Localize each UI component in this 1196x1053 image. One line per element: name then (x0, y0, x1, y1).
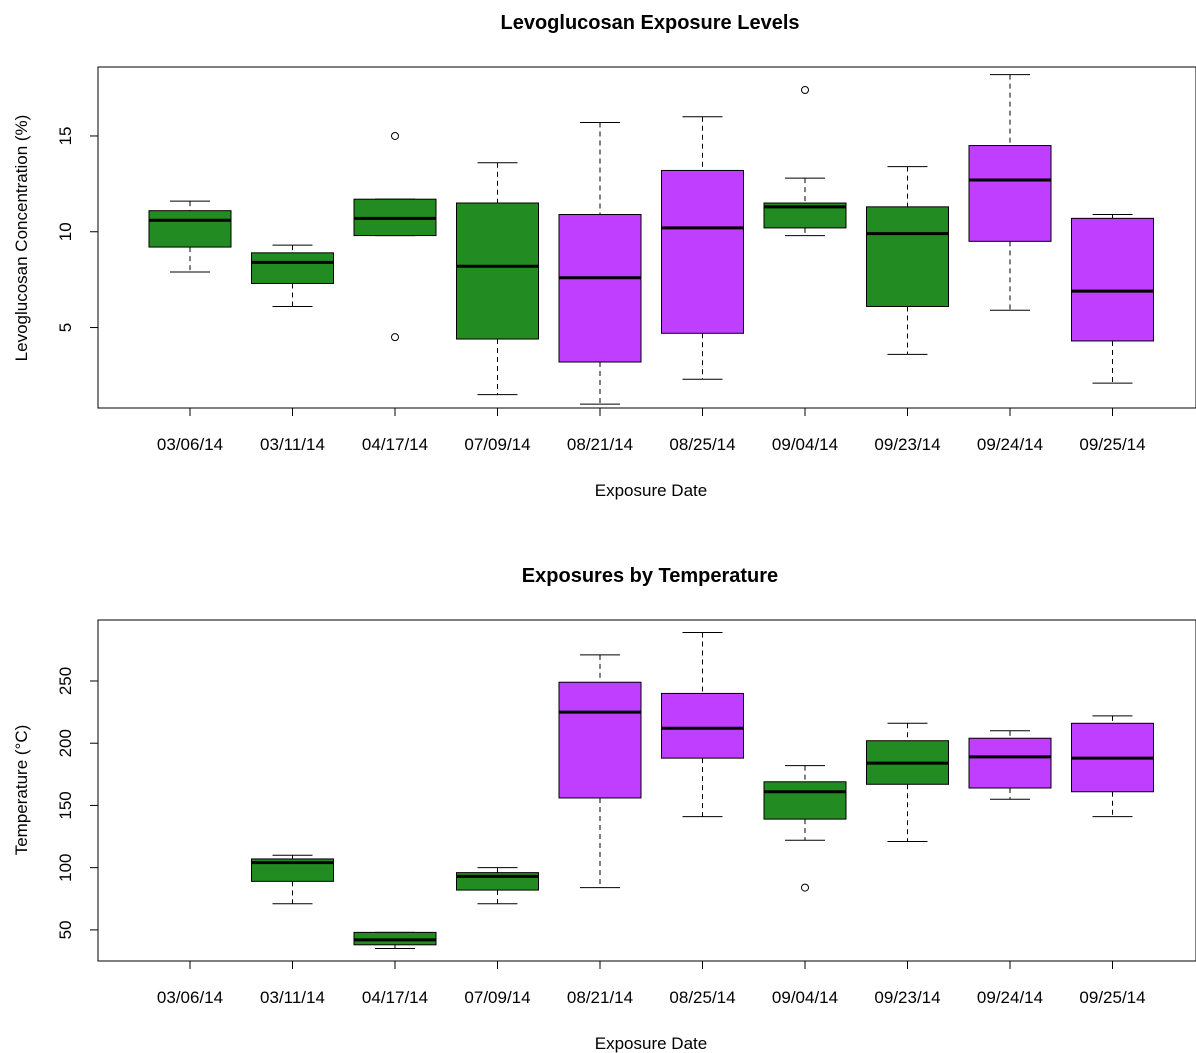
iqr-box (1071, 217, 1154, 342)
x-tick-label: 08/25/14 (669, 435, 735, 454)
outlier-point (391, 333, 399, 342)
box-09-23-14 (866, 722, 949, 843)
box-09-04-14 (763, 85, 847, 237)
iqr-box (968, 145, 1052, 242)
outlier-point (801, 85, 809, 94)
y-axis: 5 10 15 (56, 127, 99, 332)
x-tick-label: 03/11/14 (260, 988, 325, 1007)
plot-frame (97, 619, 1196, 962)
box-07-09-14 (456, 162, 539, 396)
x-tick-label: 09/04/14 (772, 435, 838, 454)
chart-title: Exposures by Temperature (522, 565, 778, 587)
iqr-box (251, 858, 334, 882)
x-axis-label: Exposure Date (595, 1034, 707, 1053)
iqr-box (661, 692, 744, 759)
box-07-09-14 (456, 867, 539, 905)
x-axis: 03/06/14 03/11/14 04/17/14 07/09/14 08/21/14… (157, 960, 1146, 1007)
outlier-point (801, 883, 809, 892)
x-tick-label: 07/09/14 (464, 988, 530, 1007)
box-08-21-14 (558, 122, 642, 405)
chart-title: Levoglucosan Exposure Levels (501, 12, 800, 34)
x-tick-label: 09/24/14 (977, 435, 1043, 454)
y-tick-label: 200 (56, 729, 75, 757)
x-tick-label: 09/23/14 (874, 988, 940, 1007)
box-04-17-14 (353, 931, 437, 950)
box-04-17-14 (353, 131, 437, 342)
box-09-23-14 (866, 166, 949, 355)
x-tick-label: 03/11/14 (260, 435, 325, 454)
iqr-box (148, 210, 232, 248)
box-09-25-14 (1071, 214, 1154, 384)
iqr-box (763, 781, 847, 820)
y-tick-label: 150 (56, 791, 75, 819)
iqr-box (661, 169, 744, 334)
y-tick-label: 15 (56, 127, 75, 146)
box-03-11-14 (251, 854, 334, 905)
x-tick-label: 09/24/14 (977, 988, 1043, 1007)
box-08-25-14 (661, 631, 744, 818)
x-tick-label: 09/25/14 (1079, 988, 1145, 1007)
box-09-04-14 (763, 765, 847, 892)
x-tick-label: 03/06/14 (157, 988, 223, 1007)
iqr-box (558, 681, 642, 799)
x-tick-label: 08/25/14 (669, 988, 735, 1007)
y-axis-label: Levoglucosan Concentration (%) (12, 115, 31, 362)
box-08-25-14 (661, 116, 744, 380)
x-tick-label: 03/06/14 (157, 435, 223, 454)
box-group (148, 74, 1154, 405)
x-tick-label: 07/09/14 (464, 435, 530, 454)
y-axis: 50 100 150 200 250 (56, 667, 99, 939)
box-09-25-14 (1071, 715, 1154, 818)
x-tick-label: 09/04/14 (772, 988, 838, 1007)
y-axis-label: Temperature (°C) (12, 725, 31, 856)
x-tick-label: 08/21/14 (567, 435, 633, 454)
y-tick-label: 5 (56, 323, 75, 332)
box-03-06-14 (148, 200, 232, 273)
x-axis: 03/06/14 03/11/14 04/17/14 07/09/14 08/21/14… (157, 407, 1146, 454)
y-tick-label: 100 (56, 853, 75, 881)
x-tick-label: 09/23/14 (874, 435, 940, 454)
y-tick-label: 250 (56, 667, 75, 695)
y-tick-label: 10 (56, 222, 75, 241)
iqr-box (251, 252, 334, 284)
x-tick-label: 04/17/14 (362, 988, 428, 1007)
levoglucosan-panel: Levoglucosan Exposure Levels 5 10 15 03/06… (12, 12, 1196, 500)
x-tick-label: 09/25/14 (1079, 435, 1145, 454)
box-03-11-14 (251, 244, 334, 307)
iqr-box (968, 737, 1052, 789)
iqr-box (866, 206, 949, 307)
outlier-point (391, 131, 399, 140)
y-tick-label: 50 (56, 920, 75, 939)
box-08-21-14 (558, 654, 642, 889)
temperature-panel: Exposures by Temperature 50100150200250 … (12, 565, 1196, 1053)
x-tick-label: 04/17/14 (362, 435, 428, 454)
iqr-box (456, 202, 539, 340)
box-09-24-14 (968, 730, 1052, 800)
iqr-box (558, 214, 642, 363)
box-09-24-14 (968, 74, 1052, 311)
x-axis-label: Exposure Date (595, 481, 707, 500)
box-group (251, 631, 1154, 950)
x-tick-label: 08/21/14 (567, 988, 633, 1007)
